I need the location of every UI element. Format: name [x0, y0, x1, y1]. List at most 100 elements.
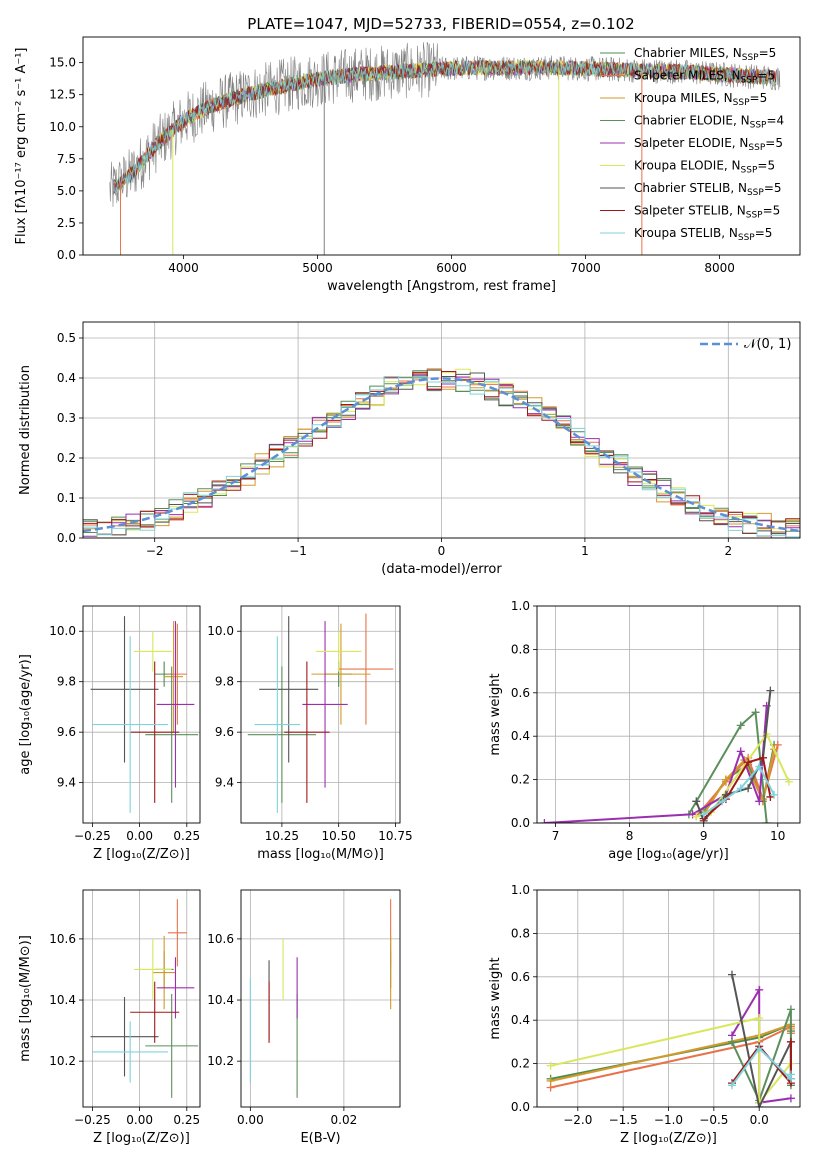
- weight-marker: [755, 762, 764, 771]
- x-axis-label: Z [log₁₀(Z/Z⊙)]: [93, 1131, 190, 1146]
- weight-marker: [755, 1103, 764, 1107]
- spectrum-model-line: [113, 59, 776, 194]
- legend-entry: Chabrier ELODIE, NSSP=4: [634, 114, 784, 131]
- x-tick-label: 0.0: [750, 1113, 769, 1127]
- y-tick-label: 9.4: [57, 776, 76, 790]
- y-tick-label: 10.0: [49, 120, 76, 134]
- y-axis-label: mass [log₁₀(M/M⊙)]: [18, 935, 33, 1062]
- y-tick-label: 9.6: [57, 725, 76, 739]
- x-tick-label: 0.02: [331, 1113, 358, 1127]
- y-tick-label: 10.4: [207, 993, 234, 1007]
- x-tick-label: 0: [438, 544, 446, 558]
- y-tick-label: 0.2: [57, 451, 76, 465]
- axes-frame: [82, 36, 801, 256]
- panel-weight-vs-Z: −2.0 −1.5 −1.0 −0.5 0.0 0.0 0.2 0.4 0.6 0.8 1.0 Z […: [488, 883, 801, 1146]
- legend-text: Kroupa MILES, N: [634, 91, 733, 105]
- weight-marker: [718, 797, 727, 806]
- weight-marker: [786, 1037, 795, 1046]
- y-tick-label: 0.6: [511, 686, 530, 700]
- x-axis-label: age [log₁₀(age/yr)]: [608, 847, 729, 862]
- weight-marker: [692, 812, 701, 821]
- plots-layer: 4000 5000 6000 7000 80000.02.55.07.510.012.5…: [14, 36, 801, 1146]
- weight-marker: [762, 819, 771, 823]
- y-tick-label: 2.5: [57, 216, 76, 230]
- weight-marker: [736, 721, 745, 730]
- y-tick-label: 10.2: [207, 1054, 234, 1068]
- y-tick-label: 10.6: [207, 932, 234, 946]
- weight-marker: [751, 708, 760, 717]
- x-axis-label: mass [log₁₀(M/M⊙)]: [257, 847, 384, 862]
- legend-entry: Kroupa MILES, NSSP=5: [634, 91, 767, 108]
- y-tick-label: 0.0: [511, 816, 530, 830]
- y-tick-label: 1.0: [511, 599, 530, 613]
- legend-text: Chabrier ELODIE, N: [634, 114, 750, 128]
- weight-marker: [727, 1031, 736, 1040]
- axes-frame: [82, 321, 801, 539]
- y-tick-label: 5.0: [57, 184, 76, 198]
- legend-text: Chabrier MILES, N: [634, 46, 742, 60]
- x-tick-label: −1.5: [609, 1113, 638, 1127]
- weight-marker: [744, 784, 753, 793]
- plot-area-weight-vs-age: [540, 686, 793, 823]
- legend-text: Kroupa STELIB, N: [634, 226, 738, 240]
- x-tick-label: −2: [146, 544, 164, 558]
- axes-frame: [536, 889, 801, 1108]
- y-tick-label: 0.6: [511, 970, 530, 984]
- y-tick-label: 1.0: [511, 883, 530, 897]
- weight-line: [550, 1016, 792, 1106]
- y-tick-label: 0.0: [57, 531, 76, 545]
- weight-marker: [727, 970, 736, 979]
- y-axis-label: mass weight: [488, 673, 503, 755]
- legend-tail: =5: [757, 69, 775, 83]
- x-tick-label: 10.75: [378, 829, 412, 843]
- y-tick-label: 0.8: [511, 926, 530, 940]
- legend-text: Salpeter STELIB, N: [634, 204, 746, 218]
- y-tick-label: 0.0: [511, 1100, 530, 1114]
- legend-sub: SSP: [748, 143, 765, 153]
- plot-area-residual-histogram: [83, 368, 800, 538]
- y-tick-label: 0.2: [511, 773, 530, 787]
- legend-text: Salpeter MILES, N: [634, 69, 741, 83]
- x-tick-label: 0.00: [126, 1113, 153, 1127]
- x-tick-label: −0.25: [74, 1113, 111, 1127]
- weight-marker: [755, 797, 764, 806]
- x-tick-label: 10.25: [265, 829, 299, 843]
- legend-sub: SSP: [742, 53, 759, 63]
- legend-tail: =5: [757, 159, 775, 173]
- legend-sub: SSP: [741, 166, 758, 176]
- x-tick-label: 8000: [704, 261, 735, 275]
- y-tick-label: 10.0: [49, 624, 76, 638]
- x-axis-label: E(B-V): [300, 1131, 340, 1146]
- weight-marker: [755, 1044, 764, 1053]
- x-tick-label: 0.00: [126, 829, 153, 843]
- legend-text: Salpeter ELODIE, N: [634, 136, 748, 150]
- axes-frame: [240, 889, 401, 1108]
- x-tick-label: 0.25: [173, 1113, 200, 1127]
- x-tick-label: −1.0: [654, 1113, 683, 1127]
- x-tick-label: 0.25: [173, 829, 200, 843]
- panel-mass-vs-EBV: 0.00 0.02 10.2 10.4 10.6 E(B-V): [207, 889, 401, 1146]
- panel-mass-vs-Z: −0.25 0.00 0.25 10.2 10.4 10.6 Z [log₁₀(Z/Z⊙)]…: [18, 889, 201, 1146]
- axes-frame: [82, 605, 201, 824]
- x-tick-label: 10.50: [321, 829, 355, 843]
- y-tick-label: 0.4: [511, 1013, 530, 1027]
- panel-residual-histogram: −2 −1 0 1 2 0.0 0.1 0.2 0.3 0.4 0.5 (data-model)/er…: [18, 321, 801, 577]
- axes-frame: [82, 889, 201, 1108]
- legend-tail: =5: [759, 46, 777, 60]
- y-tick-label: 10.4: [49, 993, 76, 1007]
- legend-text: Kroupa ELODIE, N: [634, 159, 741, 173]
- y-tick-label: 10.2: [49, 1054, 76, 1068]
- y-tick-label: 9.8: [215, 675, 234, 689]
- x-tick-label: 8: [626, 829, 634, 843]
- legend-sub: SSP: [750, 121, 767, 131]
- weight-marker: [784, 777, 793, 786]
- weight-marker: [766, 686, 775, 695]
- axes-frame: [240, 605, 401, 824]
- plot-area-age-vs-Z: [90, 616, 199, 813]
- y-axis-label: age [log₁₀(age/yr)]: [18, 654, 33, 775]
- x-tick-label: 1: [581, 544, 589, 558]
- legend-tail: =4: [766, 114, 784, 128]
- x-tick-label: 7: [552, 829, 560, 843]
- y-tick-label: 15.0: [49, 56, 76, 70]
- x-tick-label: −0.5: [699, 1113, 728, 1127]
